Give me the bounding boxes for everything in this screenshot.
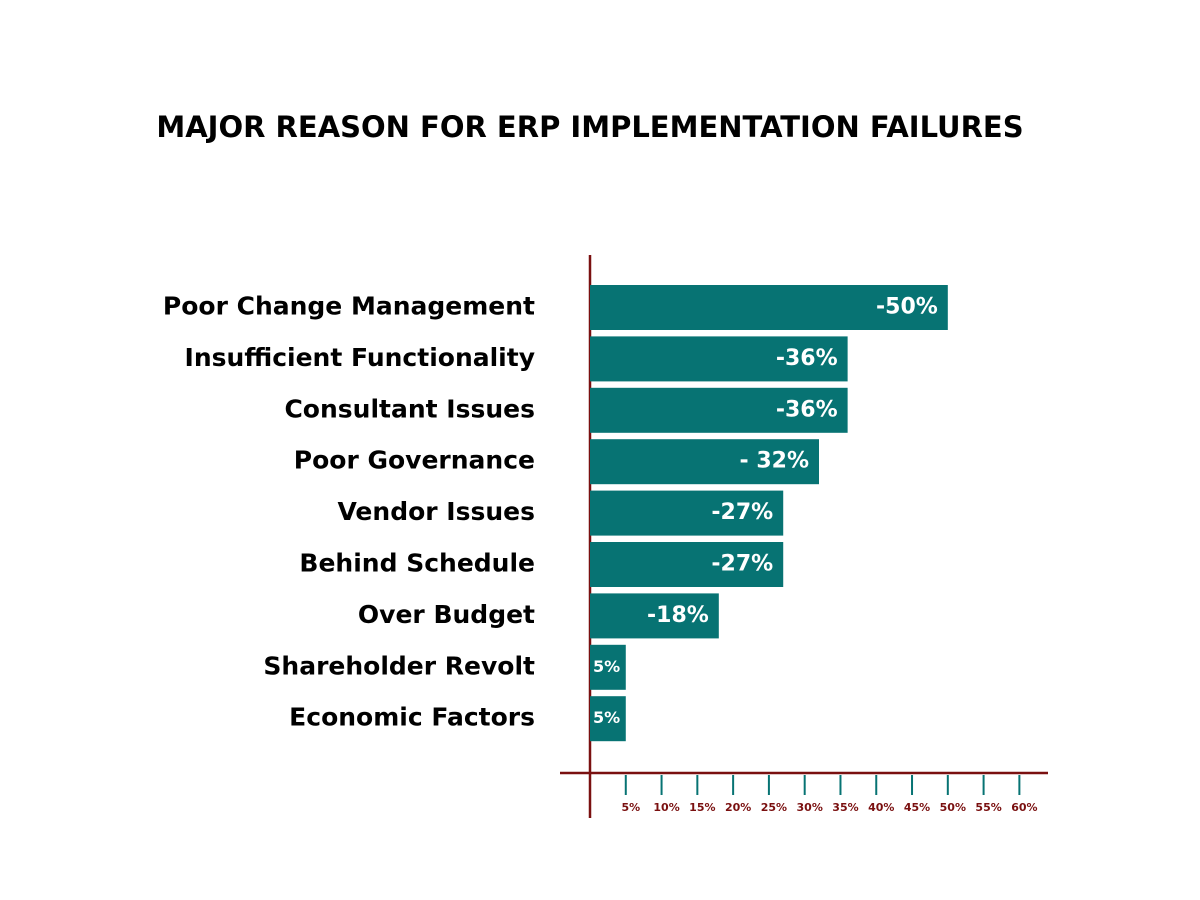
bar (590, 593, 719, 639)
value-label: -18% (647, 603, 709, 628)
bar (590, 644, 626, 690)
x-tick-label: 50% (940, 801, 966, 814)
value-label: - 32% (740, 449, 809, 474)
category-label: Behind Schedule (299, 549, 535, 578)
category-label: Insufficient Functionality (185, 343, 535, 372)
x-tick-label: 35% (832, 801, 858, 814)
x-tick-label: 10% (653, 801, 679, 814)
bar (590, 490, 784, 536)
x-tick-label: 20% (725, 801, 751, 814)
x-tick-label: 45% (904, 801, 930, 814)
x-tick-label: 15% (689, 801, 715, 814)
value-label: -50% (876, 295, 938, 320)
bar (590, 542, 784, 587)
bar (590, 439, 819, 485)
value-label: -36% (776, 397, 838, 422)
x-tick-label: 55% (975, 801, 1001, 814)
category-label: Vendor Issues (337, 497, 535, 526)
bar (590, 336, 848, 382)
x-tick-label: 25% (761, 801, 787, 814)
bar (590, 696, 626, 742)
bar (590, 285, 948, 330)
category-label: Consultant Issues (284, 394, 535, 423)
value-label: 5% (593, 708, 620, 727)
x-tick-label: 60% (1011, 801, 1037, 814)
category-label: Economic Factors (289, 703, 535, 732)
value-label: 5% (593, 657, 620, 676)
value-label: -27% (711, 500, 773, 525)
chart-title: MAJOR REASON FOR ERP IMPLEMENTATION FAIL… (156, 110, 1023, 144)
category-label: Shareholder Revolt (263, 651, 535, 680)
value-label: -36% (776, 346, 838, 371)
x-tick-label: 30% (797, 801, 823, 814)
x-tick-label: 40% (868, 801, 894, 814)
category-label: Poor Change Management (163, 292, 535, 321)
value-label: -27% (711, 552, 773, 577)
bar (590, 387, 848, 433)
x-tick-label: 5% (621, 801, 640, 814)
category-label: Over Budget (358, 600, 535, 629)
category-label: Poor Governance (294, 446, 535, 475)
